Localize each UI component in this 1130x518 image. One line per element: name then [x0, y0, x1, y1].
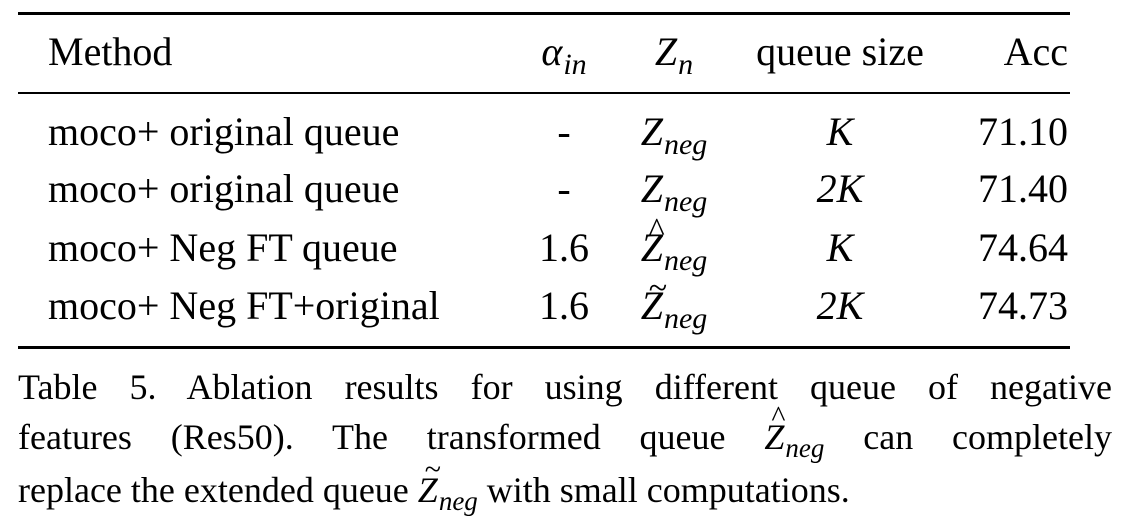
row-3-method: moco+ Neg FT+original	[48, 283, 440, 328]
row-3-alpha: 1.6	[539, 283, 589, 328]
row-0-z-subscript: neg	[663, 128, 708, 161]
header-queue-size: queue size	[756, 29, 924, 74]
header-zn: Zn	[614, 29, 734, 82]
header-acc: Acc	[1003, 29, 1068, 74]
row-0-alpha: -	[557, 109, 571, 154]
caption-z-tilde: Z ~	[417, 453, 442, 510]
table-caption: Table 5. Ablation results for using diff…	[18, 362, 1112, 518]
row-3-queue-size: 2K	[816, 283, 864, 328]
caption-line-2: features (Res50). The transformed queue …	[18, 400, 1112, 463]
header-alpha-symbol: α	[541, 29, 563, 74]
row-1-queue-size: 2K	[816, 166, 864, 211]
header-method: Method	[48, 29, 173, 74]
table-header-rule	[18, 92, 1070, 94]
row-0-z-symbol: Z	[640, 109, 663, 154]
row-3-acc: 74.73	[978, 283, 1068, 328]
row-3-z-symbol: Z ~	[640, 270, 668, 328]
header-zn-symbol: Z	[654, 29, 678, 74]
row-0-acc: 71.10	[978, 109, 1068, 154]
row-2-acc: 74.64	[978, 225, 1068, 270]
row-3-zn: Z ~ neg	[614, 270, 734, 336]
row-2-zn: Z ^ neg	[614, 212, 734, 278]
row-1-z-subscript: neg	[663, 185, 708, 218]
caption-line-3: replace the extended queue Z ~ neg with sm…	[18, 453, 850, 516]
row-1-method: moco+ original queue	[48, 166, 400, 211]
row-2-z-symbol: Z ^	[640, 212, 665, 270]
header-zn-subscript: n	[678, 48, 694, 81]
caption-z-hat: Z ^	[764, 400, 786, 457]
row-2-queue-size: K	[826, 225, 854, 270]
header-alpha: αin	[514, 29, 614, 82]
row-2-z-accent: ^	[648, 212, 665, 249]
row-2-alpha: 1.6	[539, 225, 589, 270]
row-2-z-subscript: neg	[663, 244, 708, 277]
row-1-z-symbol: Z	[640, 166, 663, 211]
row-0-method: moco+ original queue	[48, 109, 400, 154]
header-alpha-subscript: in	[563, 48, 587, 81]
table-bottom-rule	[18, 346, 1070, 349]
row-3-z-accent: ~	[648, 270, 668, 307]
caption-line-1: Table 5. Ablation results for using diff…	[18, 367, 1112, 407]
row-1-alpha: -	[557, 166, 571, 211]
row-2-method: moco+ Neg FT queue	[48, 225, 398, 270]
row-1-acc: 71.40	[978, 166, 1068, 211]
row-3-z-subscript: neg	[663, 302, 708, 335]
table-top-rule	[18, 12, 1070, 15]
row-0-queue-size: K	[826, 109, 854, 154]
